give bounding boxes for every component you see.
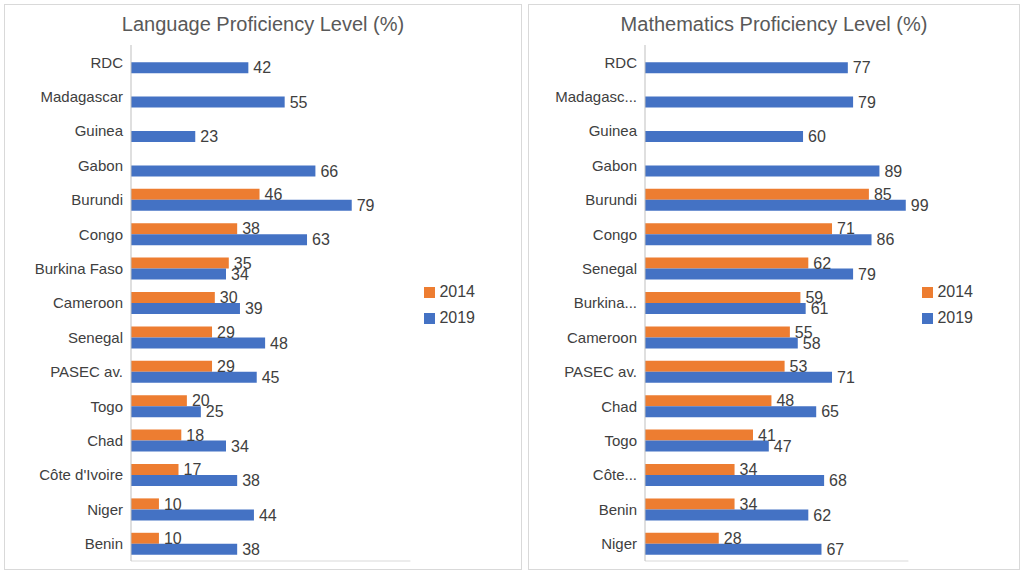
svg-text:Guinea: Guinea xyxy=(75,122,124,139)
svg-text:Niger: Niger xyxy=(601,535,637,552)
svg-text:58: 58 xyxy=(803,335,821,352)
svg-text:23: 23 xyxy=(200,128,218,145)
svg-text:55: 55 xyxy=(794,323,813,341)
svg-text:10: 10 xyxy=(164,530,182,547)
svg-text:38: 38 xyxy=(242,220,260,237)
svg-text:38: 38 xyxy=(242,541,260,558)
svg-text:Cameroon: Cameroon xyxy=(53,294,123,311)
svg-text:68: 68 xyxy=(829,472,847,489)
svg-text:67: 67 xyxy=(826,541,844,558)
svg-text:Gabon: Gabon xyxy=(592,157,637,174)
svg-text:62: 62 xyxy=(813,507,831,524)
svg-text:Gabon: Gabon xyxy=(78,157,123,174)
svg-text:Burundi: Burundi xyxy=(585,191,637,208)
svg-text:Togo: Togo xyxy=(90,398,123,415)
svg-text:RDC: RDC xyxy=(91,54,124,71)
svg-text:89: 89 xyxy=(884,163,902,180)
svg-text:86: 86 xyxy=(877,231,895,248)
svg-text:34: 34 xyxy=(231,438,249,455)
svg-text:Burkina Faso: Burkina Faso xyxy=(35,260,123,277)
svg-text:79: 79 xyxy=(357,197,375,214)
svg-text:71: 71 xyxy=(837,369,855,386)
svg-text:29: 29 xyxy=(217,358,235,375)
svg-text:Cameroon: Cameroon xyxy=(567,329,637,346)
svg-text:34: 34 xyxy=(740,461,758,478)
svg-text:62: 62 xyxy=(813,255,831,272)
svg-text:41: 41 xyxy=(758,426,776,444)
svg-text:28: 28 xyxy=(724,530,742,547)
svg-text:79: 79 xyxy=(858,266,876,283)
svg-text:35: 35 xyxy=(233,254,252,272)
svg-text:79: 79 xyxy=(858,94,876,111)
svg-text:PASEC av.: PASEC av. xyxy=(50,363,123,380)
svg-text:77: 77 xyxy=(853,59,871,76)
svg-text:PASEC av.: PASEC av. xyxy=(564,363,637,380)
html-text:2019: 2019 xyxy=(937,309,973,326)
svg-text:34: 34 xyxy=(231,266,249,283)
svg-text:47: 47 xyxy=(774,438,792,455)
svg-text:53: 53 xyxy=(790,358,808,375)
svg-text:55: 55 xyxy=(290,94,308,111)
html-text:Mathematics Proficiency Level: Mathematics Proficiency Level (%) xyxy=(620,13,928,35)
svg-text:25: 25 xyxy=(206,403,224,420)
svg-text:20: 20 xyxy=(191,392,210,410)
svg-text:Senegal: Senegal xyxy=(68,329,123,346)
svg-text:Congo: Congo xyxy=(79,226,123,243)
svg-text:Benin: Benin xyxy=(599,501,637,518)
svg-text:RDC: RDC xyxy=(605,54,638,71)
svg-text:Madagascar: Madagascar xyxy=(40,88,123,105)
svg-text:Burkina...: Burkina... xyxy=(574,294,637,311)
svg-text:Chad: Chad xyxy=(87,432,123,449)
svg-text:63: 63 xyxy=(312,231,330,248)
svg-text:46: 46 xyxy=(265,186,283,203)
svg-text:Togo: Togo xyxy=(604,432,637,449)
html-text:Language Proficiency Level (%): Language Proficiency Level (%) xyxy=(121,13,405,35)
svg-text:44: 44 xyxy=(259,507,277,524)
svg-text:18: 18 xyxy=(186,427,204,444)
html-text:2014: 2014 xyxy=(439,283,475,300)
svg-text:Madagasc...: Madagasc... xyxy=(555,88,637,105)
svg-text:Congo: Congo xyxy=(593,226,637,243)
html-text:2019: 2019 xyxy=(439,309,475,326)
svg-text:34: 34 xyxy=(740,496,758,513)
svg-text:Côte d'Ivoire: Côte d'Ivoire xyxy=(39,466,123,483)
svg-text:Senegal: Senegal xyxy=(582,260,637,277)
svg-text:85: 85 xyxy=(874,186,892,203)
svg-text:42: 42 xyxy=(253,59,271,76)
svg-text:29: 29 xyxy=(217,324,235,341)
svg-text:Niger: Niger xyxy=(87,501,123,518)
svg-text:39: 39 xyxy=(245,300,263,317)
svg-text:61: 61 xyxy=(811,300,829,317)
svg-text:45: 45 xyxy=(262,369,280,386)
svg-text:59: 59 xyxy=(805,289,824,307)
svg-text:66: 66 xyxy=(320,163,338,180)
svg-text:38: 38 xyxy=(242,472,260,489)
svg-text:30: 30 xyxy=(220,289,238,306)
svg-text:10: 10 xyxy=(164,496,182,513)
svg-text:Chad: Chad xyxy=(601,398,637,415)
svg-text:48: 48 xyxy=(270,335,288,352)
svg-text:Benin: Benin xyxy=(85,535,123,552)
svg-text:17: 17 xyxy=(183,461,201,478)
svg-text:Côte...: Côte... xyxy=(593,466,637,483)
svg-text:60: 60 xyxy=(808,128,826,145)
svg-text:Guinea: Guinea xyxy=(589,122,638,139)
svg-text:65: 65 xyxy=(821,403,839,420)
svg-text:Burundi: Burundi xyxy=(71,191,123,208)
svg-text:99: 99 xyxy=(911,197,929,214)
svg-text:48: 48 xyxy=(776,392,794,409)
svg-text:71: 71 xyxy=(837,220,855,237)
html-text:2014: 2014 xyxy=(937,283,973,300)
